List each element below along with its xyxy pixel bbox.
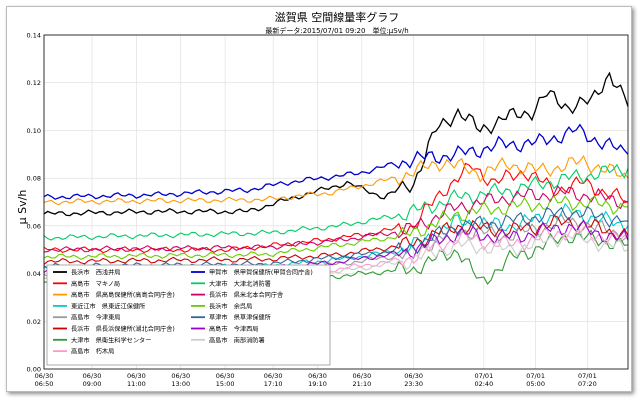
legend-label: 草津市 県草津保健所 [209,314,271,322]
x-tick-label: 06/30 [171,372,190,380]
legend-label: 高島市 県高島保健所(高島合同庁舎) [71,291,175,299]
x-tick-label: 21:10 [353,380,372,388]
x-tick-label: 06/30 [264,372,283,380]
x-tick-label: 23:30 [404,380,423,388]
y-tick-label: 0.02 [27,318,41,326]
legend-label: 東近江市 県東近江保健所 [71,302,145,310]
legend-label: 高島市 今津西局 [209,325,259,333]
series-line [43,214,629,265]
legend-label: 大津市 大津北消防署 [209,280,271,288]
x-tick-label: 17:10 [264,380,283,388]
y-tick-label: 0.14 [27,32,41,40]
plot-border [43,34,629,370]
x-tick-label: 07/01 [526,372,545,380]
series-line [43,163,629,241]
legend-label: 甲賀市 県甲賀保健所(甲賀合同庁舎) [209,269,313,277]
legend-label: 長浜市 西浅井局 [71,269,121,277]
line-chart: 滋賀県 空間線量率グラフ 最新データ:2015/07/01 09:20 単位:μ… [16,10,629,388]
legend-label: 長浜市 余呉局 [209,302,252,310]
axes: 0.000.020.040.060.080.100.120.1406/3006:… [27,32,629,388]
y-tick-label: 0.06 [27,222,41,230]
chart-title: 滋賀県 空間線量率グラフ [275,10,400,24]
chart-frame: 滋賀県 空間線量率グラフ 最新データ:2015/07/01 09:20 単位:μ… [6,6,632,392]
y-tick-label: 0.10 [27,127,41,135]
x-tick-label: 02:40 [474,380,493,388]
y-tick-label: 0.00 [27,366,41,374]
x-tick-label: 19:10 [308,380,327,388]
x-tick-label: 06/30 [127,372,146,380]
series-line [43,71,629,217]
legend-box [46,264,331,366]
x-tick-label: 06/30 [404,372,423,380]
x-tick-label: 11:00 [127,380,146,388]
x-tick-label: 06/30 [353,372,372,380]
x-tick-label: 05:00 [526,380,545,388]
y-tick-label: 0.12 [27,79,41,87]
x-tick-label: 07/01 [474,372,493,380]
x-tick-label: 07:20 [578,380,597,388]
y-tick-label: 0.04 [27,270,41,278]
series-line [43,195,628,261]
legend-label: 長浜市 県長浜保健所(湖北合同庁舎) [71,325,175,333]
x-tick-label: 06/30 [308,372,327,380]
legend-label: 長浜市 県米北本合同庁舎 [209,291,283,299]
series-line [43,185,629,253]
series-line [43,123,629,200]
series-line [43,162,629,254]
x-tick-label: 15:00 [216,380,235,388]
legend-label: 高島市 朽木局 [71,348,114,356]
y-axis-label: μ Sv/h [16,190,29,225]
x-tick-label: 09:00 [83,380,102,388]
x-tick-label: 13:00 [171,380,190,388]
legend-label: 大津市 県衛生科学センター [71,336,151,344]
x-tick-label: 06/30 [35,372,54,380]
series-line [43,154,629,206]
legend-label: 高島市 南部消防署 [209,336,265,344]
legend-label: 高島市 今津東局 [71,314,121,322]
chart-subtitle: 最新データ:2015/07/01 09:20 単位:μSv/h [265,26,408,35]
y-tick-label: 0.08 [27,175,41,183]
legend-label: 高島市 マキノ局 [71,280,120,288]
series-layer [43,71,629,287]
x-tick-label: 06/30 [83,372,102,380]
x-tick-label: 06:50 [35,380,54,388]
x-tick-label: 07/01 [578,372,597,380]
x-tick-label: 06/30 [216,372,235,380]
